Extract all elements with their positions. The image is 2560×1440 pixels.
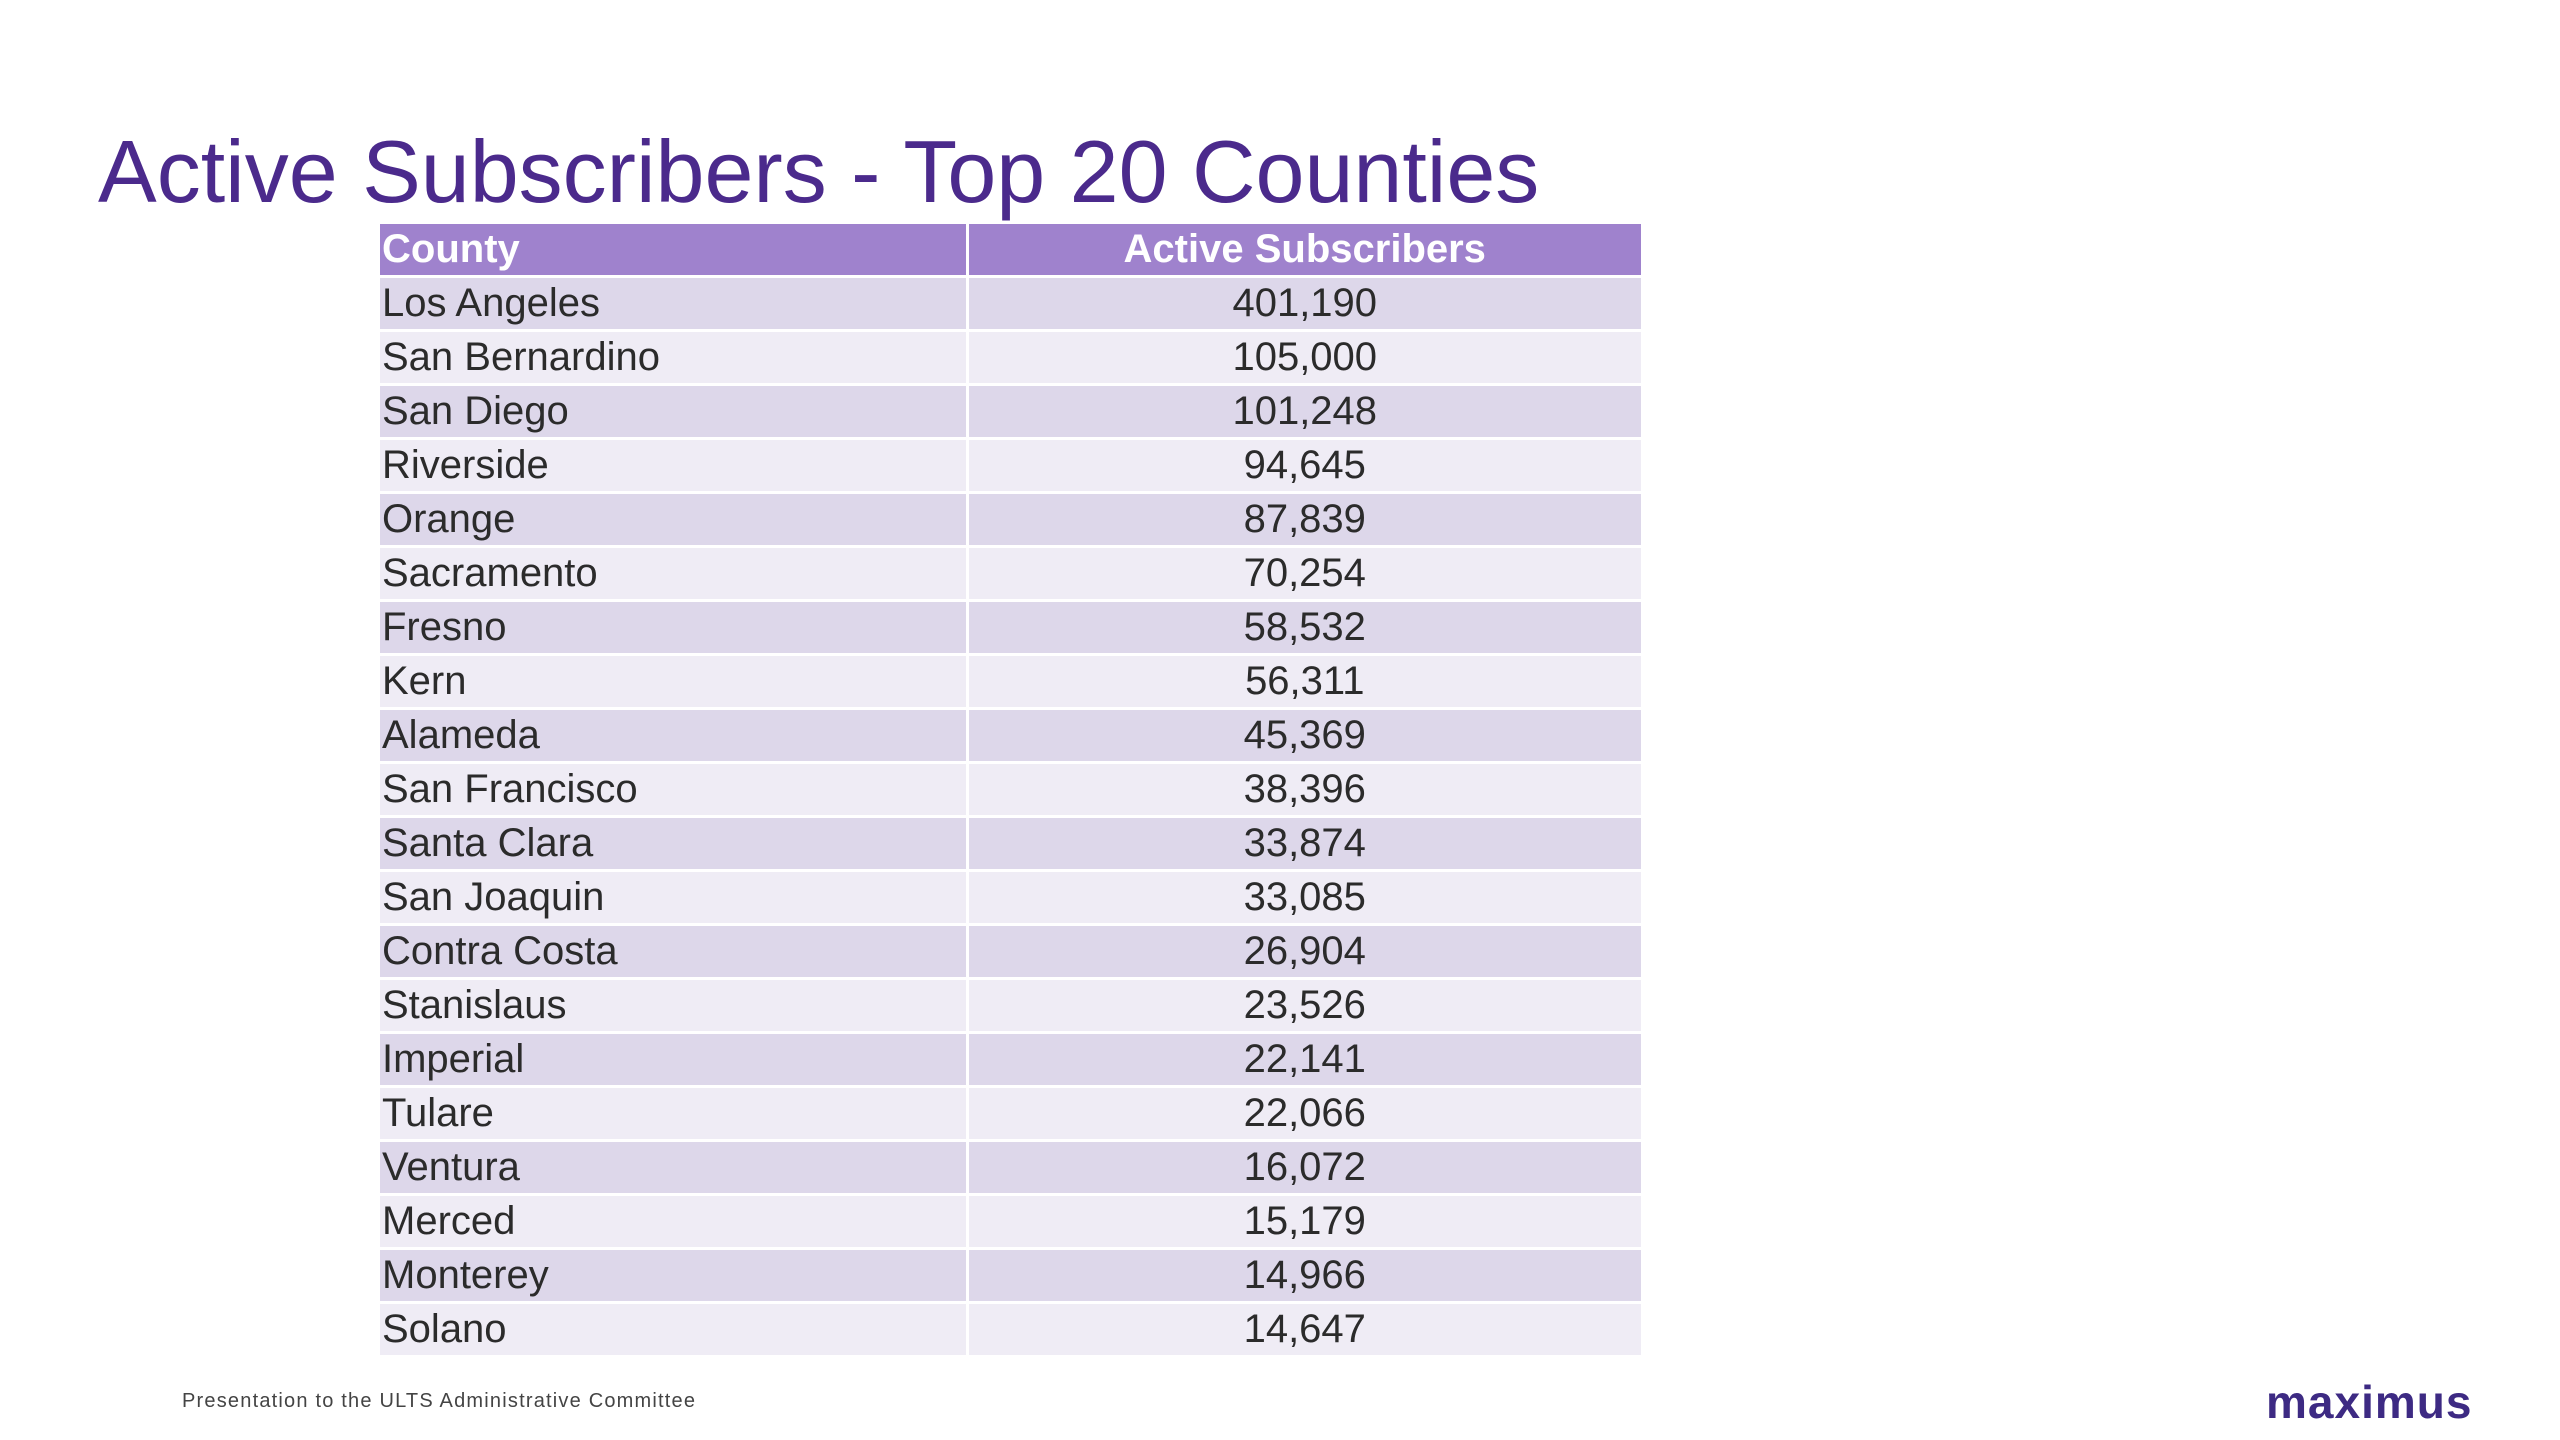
- subscribers-cell: 45,369: [967, 708, 1641, 764]
- table-row: Ventura 16,072: [380, 1140, 1641, 1196]
- subscribers-cell: 38,396: [967, 762, 1641, 818]
- county-cell: Santa Clara: [380, 816, 969, 872]
- subscribers-cell: 23,526: [967, 978, 1641, 1034]
- subscribers-cell: 15,179: [967, 1194, 1641, 1250]
- county-cell: San Francisco: [380, 762, 969, 818]
- county-cell: Tulare: [380, 1086, 969, 1142]
- column-header-active-subscribers: Active Subscribers: [967, 224, 1641, 278]
- county-cell: Sacramento: [380, 546, 969, 602]
- subscribers-cell: 33,874: [967, 816, 1641, 872]
- slide-title: Active Subscribers - Top 20 Counties: [98, 122, 1540, 221]
- table-row: Stanislaus 23,526: [380, 978, 1641, 1034]
- county-cell: Monterey: [380, 1248, 969, 1304]
- table-row: Merced 15,179: [380, 1194, 1641, 1250]
- table-row: Riverside 94,645: [380, 438, 1641, 494]
- maximus-logo: maximus: [2266, 1376, 2473, 1428]
- county-cell: Contra Costa: [380, 924, 969, 980]
- county-cell: Solano: [380, 1302, 969, 1358]
- table-row: Monterey 14,966: [380, 1248, 1641, 1304]
- table-row: Los Angeles 401,190: [380, 276, 1641, 332]
- county-cell: Orange: [380, 492, 969, 548]
- table-row: Kern 56,311: [380, 654, 1641, 710]
- subscribers-cell: 105,000: [967, 330, 1641, 386]
- county-cell: Kern: [380, 654, 969, 710]
- table-header-row: County Active Subscribers: [380, 224, 1641, 278]
- subscribers-cell: 101,248: [967, 384, 1641, 440]
- county-cell: Merced: [380, 1194, 969, 1250]
- subscribers-cell: 22,066: [967, 1086, 1641, 1142]
- subscribers-cell: 70,254: [967, 546, 1641, 602]
- table-row: San Francisco 38,396: [380, 762, 1641, 818]
- table-row: San Bernardino 105,000: [380, 330, 1641, 386]
- table-row: Tulare 22,066: [380, 1086, 1641, 1142]
- county-cell: Ventura: [380, 1140, 969, 1196]
- subscribers-cell: 16,072: [967, 1140, 1641, 1196]
- table-row: Contra Costa 26,904: [380, 924, 1641, 980]
- table-row: Alameda 45,369: [380, 708, 1641, 764]
- footer-caption: Presentation to the ULTS Administrative …: [182, 1390, 697, 1412]
- county-cell: Imperial: [380, 1032, 969, 1088]
- county-cell: Riverside: [380, 438, 969, 494]
- county-cell: Alameda: [380, 708, 969, 764]
- subscribers-table: County Active Subscribers Los Angeles 40…: [380, 224, 1641, 1358]
- subscribers-cell: 22,141: [967, 1032, 1641, 1088]
- county-cell: San Diego: [380, 384, 969, 440]
- column-header-county: County: [380, 224, 969, 278]
- table-row: San Joaquin 33,085: [380, 870, 1641, 926]
- subscribers-cell: 401,190: [967, 276, 1641, 332]
- table-row: Solano 14,647: [380, 1302, 1641, 1358]
- county-cell: Stanislaus: [380, 978, 969, 1034]
- subscribers-cell: 14,966: [967, 1248, 1641, 1304]
- county-cell: Fresno: [380, 600, 969, 656]
- table-row: Sacramento 70,254: [380, 546, 1641, 602]
- subscribers-cell: 58,532: [967, 600, 1641, 656]
- subscribers-cell: 94,645: [967, 438, 1641, 494]
- county-cell: Los Angeles: [380, 276, 969, 332]
- subscribers-cell: 33,085: [967, 870, 1641, 926]
- table-row: Fresno 58,532: [380, 600, 1641, 656]
- subscribers-cell: 56,311: [967, 654, 1641, 710]
- county-cell: San Joaquin: [380, 870, 969, 926]
- table-row: Orange 87,839: [380, 492, 1641, 548]
- subscribers-cell: 26,904: [967, 924, 1641, 980]
- subscribers-table-container: County Active Subscribers Los Angeles 40…: [380, 224, 1641, 1358]
- subscribers-cell: 87,839: [967, 492, 1641, 548]
- table-row: Imperial 22,141: [380, 1032, 1641, 1088]
- table-row: Santa Clara 33,874: [380, 816, 1641, 872]
- table-row: San Diego 101,248: [380, 384, 1641, 440]
- subscribers-cell: 14,647: [967, 1302, 1641, 1358]
- county-cell: San Bernardino: [380, 330, 969, 386]
